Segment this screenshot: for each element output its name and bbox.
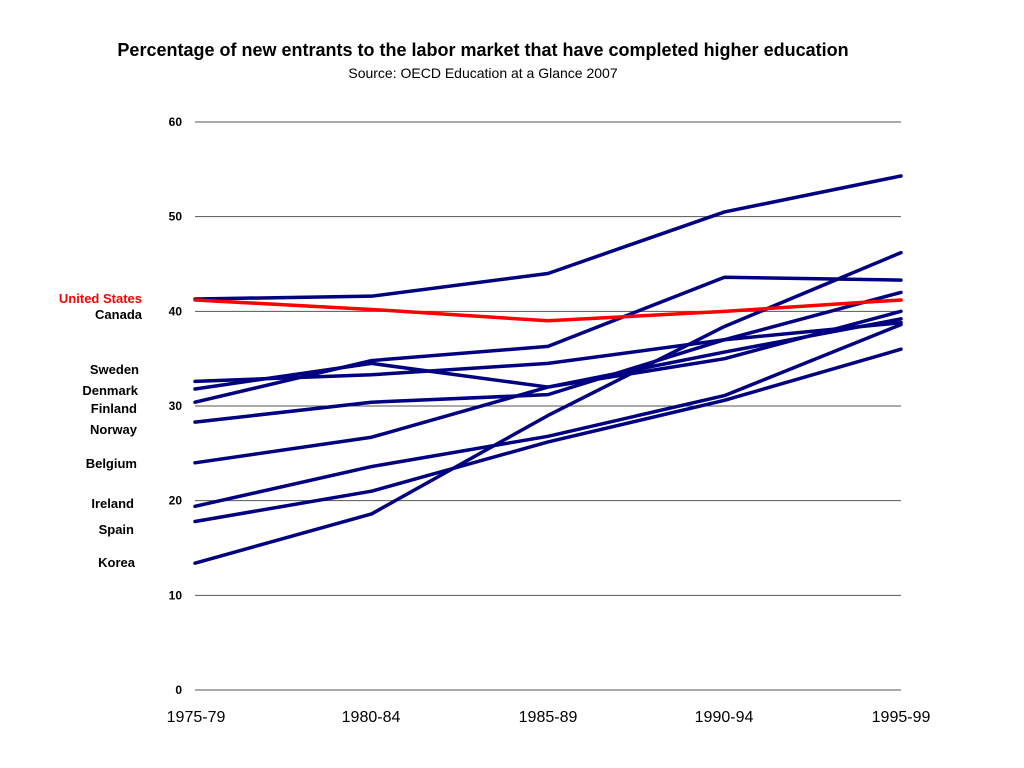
y-tick-label: 30 — [169, 399, 183, 413]
series-label-denmark: Denmark — [82, 383, 138, 398]
series-label-united-states: United States — [59, 291, 142, 306]
y-tick-label: 60 — [169, 115, 183, 129]
series-line-sweden — [193, 320, 903, 384]
y-tick-label: 10 — [169, 588, 183, 602]
y-axis-ticks: 0 10 20 30 40 50 60 — [169, 115, 183, 697]
series-line-korea — [193, 250, 903, 565]
x-tick-label: 1990-94 — [695, 709, 754, 726]
y-tick-label: 50 — [169, 210, 183, 224]
series-line-united-states — [193, 298, 903, 323]
series-label-finland: Finland — [91, 401, 137, 416]
series-line-belgium — [193, 317, 903, 465]
series-label-korea: Korea — [98, 555, 136, 570]
series-line-canada — [193, 174, 903, 301]
series-line-norway — [193, 290, 903, 424]
chart-subtitle: Source: OECD Education at a Glance 2007 — [348, 65, 618, 81]
series-line-finland — [193, 275, 903, 404]
y-tick-label: 40 — [169, 304, 183, 318]
series-label-spain: Spain — [99, 522, 134, 537]
x-axis-ticks: 1975-79 1980-84 1985-89 1990-94 1995-99 — [167, 709, 931, 726]
x-tick-label: 1985-89 — [519, 709, 578, 726]
x-tick-label: 1975-79 — [167, 709, 226, 726]
series-label-norway: Norway — [90, 422, 138, 437]
x-tick-label: 1980-84 — [342, 709, 401, 726]
series-label-canada: Canada — [95, 307, 143, 322]
series-label-sweden: Sweden — [90, 362, 139, 377]
y-tick-label: 0 — [175, 683, 182, 697]
series-line-spain — [193, 347, 903, 524]
x-tick-label: 1995-99 — [872, 709, 931, 726]
series-label-belgium: Belgium — [86, 456, 137, 471]
chart-title: Percentage of new entrants to the labor … — [117, 40, 849, 60]
series-label-ireland: Ireland — [91, 496, 134, 511]
y-tick-label: 20 — [169, 494, 183, 508]
gridlines — [195, 121, 901, 691]
series-lines — [193, 174, 903, 565]
series-line-ireland — [193, 322, 903, 509]
